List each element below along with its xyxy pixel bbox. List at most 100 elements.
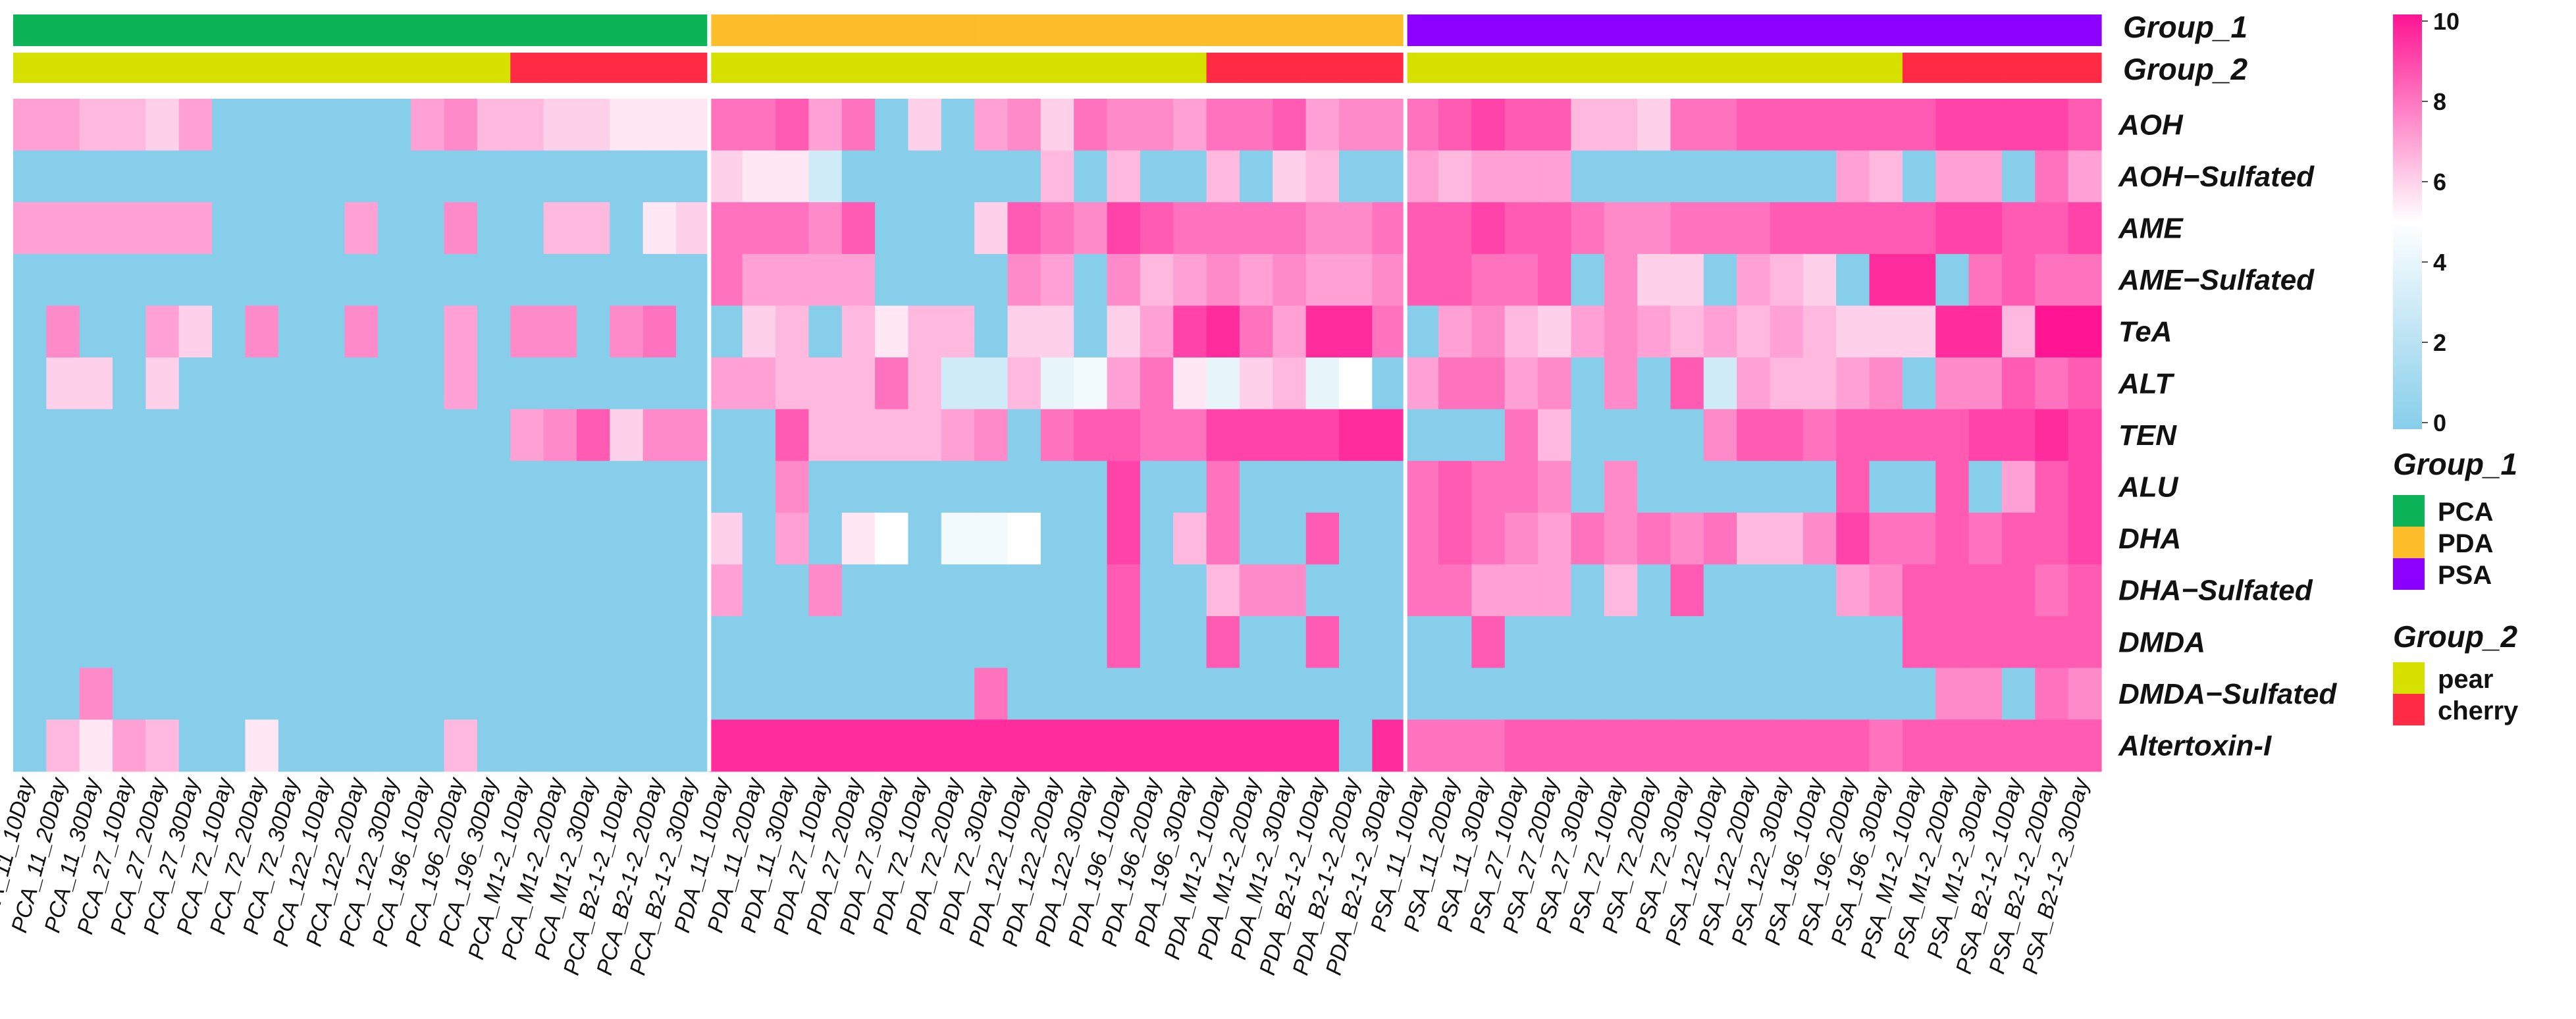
heatmap-cell <box>1935 719 1970 772</box>
group2-cell <box>1074 53 1108 83</box>
heatmap-cell <box>1107 202 1141 255</box>
heatmap-cell <box>1703 253 1737 306</box>
heatmap-cell <box>212 202 246 255</box>
heatmap-cell <box>1670 357 1704 410</box>
group2-cell <box>1206 53 1240 83</box>
heatmap-cell <box>1206 667 1240 720</box>
heatmap-cell <box>1273 564 1307 617</box>
heatmap-cell <box>1637 564 1671 617</box>
heatmap-cell <box>444 150 478 203</box>
heatmap-cell <box>941 305 975 358</box>
heatmap-cell <box>576 99 610 151</box>
heatmap-cell <box>1338 564 1373 617</box>
heatmap-cell <box>1538 253 1572 306</box>
heatmap-cell <box>1538 357 1572 410</box>
heatmap-cell <box>1405 616 1439 669</box>
heatmap-cell <box>1074 357 1108 410</box>
heatmap-cell <box>1802 667 1837 720</box>
heatmap-cell <box>1438 564 1472 617</box>
heatmap-cell <box>1571 99 1605 151</box>
heatmap-cell <box>775 99 809 151</box>
heatmap-cell <box>1637 461 1671 513</box>
heatmap-cell <box>610 357 644 410</box>
heatmap-cell <box>411 409 445 461</box>
heatmap-cell <box>1504 616 1538 669</box>
heatmap-cell <box>1107 357 1141 410</box>
heatmap-cell <box>908 202 942 255</box>
heatmap-cell <box>1869 616 1903 669</box>
heatmap-cell <box>808 305 843 358</box>
heatmap-cell <box>113 409 146 461</box>
heatmap-cell <box>1836 461 1870 513</box>
heatmap-cell <box>13 461 47 513</box>
heatmap-cell <box>1372 202 1406 255</box>
heatmap-cell <box>477 202 511 255</box>
heatmap-cell <box>1173 667 1207 720</box>
group1-cell <box>1040 14 1074 46</box>
heatmap-cell <box>675 357 710 410</box>
heatmap-cell <box>1571 512 1605 565</box>
group1-cell <box>1372 14 1406 46</box>
group2-cell <box>1504 53 1538 83</box>
heatmap-cell <box>1836 667 1870 720</box>
heatmap-cell <box>576 616 610 669</box>
heatmap-cell <box>1737 564 1771 617</box>
heatmap-cell <box>79 616 113 669</box>
heatmap-cell <box>1935 461 1970 513</box>
heatmap-cell <box>1869 357 1903 410</box>
heatmap-cell <box>2035 150 2069 203</box>
heatmap-cell <box>245 150 279 203</box>
heatmap-cell <box>1504 99 1538 151</box>
group2-cell <box>742 53 776 83</box>
heatmap-cell <box>1107 253 1141 306</box>
colorbar-tick-label: 4 <box>2433 249 2446 276</box>
heatmap-cell <box>576 512 610 565</box>
heatmap-cell <box>278 719 312 772</box>
heatmap-cell <box>344 150 379 203</box>
heatmap-cell <box>212 512 246 565</box>
heatmap-cell <box>808 461 843 513</box>
heatmap-cell <box>1637 357 1671 410</box>
heatmap-cell <box>1372 253 1406 306</box>
heatmap-cell <box>1405 461 1439 513</box>
heatmap-cell <box>1770 202 1804 255</box>
group2-cell <box>1802 53 1837 83</box>
heatmap-cell <box>178 667 213 720</box>
heatmap-cell <box>543 253 577 306</box>
heatmap-cell <box>1902 667 1936 720</box>
group2-cell <box>1405 53 1439 83</box>
group1-cell <box>1438 14 1472 46</box>
heatmap-cell <box>1869 461 1903 513</box>
heatmap-cell <box>610 202 644 255</box>
heatmap-cell <box>908 616 942 669</box>
row-label: TeA <box>2118 316 2172 348</box>
heatmap-cell <box>444 202 478 255</box>
heatmap-cell <box>1107 616 1141 669</box>
heatmap-cell <box>2001 512 2036 565</box>
group1-cell <box>643 14 677 46</box>
heatmap-cell <box>709 512 743 565</box>
heatmap-cell <box>1869 150 1903 203</box>
heatmap-cell <box>1770 409 1804 461</box>
heatmap-cell <box>1802 357 1837 410</box>
heatmap-cell <box>79 719 113 772</box>
heatmap-cell <box>1206 253 1240 306</box>
heatmap-cell <box>1836 616 1870 669</box>
heatmap-cell <box>1869 409 1903 461</box>
heatmap-cell <box>1670 202 1704 255</box>
heatmap-cell <box>941 409 975 461</box>
heatmap-cell <box>1670 719 1704 772</box>
heatmap-cell <box>1338 667 1373 720</box>
heatmap-cell <box>311 409 346 461</box>
heatmap-cell <box>2068 667 2102 720</box>
group2-cell <box>13 53 47 83</box>
heatmap-cell <box>212 719 246 772</box>
group2-cell <box>1438 53 1472 83</box>
heatmap-cell <box>610 150 644 203</box>
colorbar <box>2393 14 2422 429</box>
heatmap-cell <box>311 305 346 358</box>
heatmap-cell <box>1604 512 1638 565</box>
heatmap-cell <box>145 409 180 461</box>
heatmap-cell <box>13 253 47 306</box>
heatmap-cell <box>1869 305 1903 358</box>
